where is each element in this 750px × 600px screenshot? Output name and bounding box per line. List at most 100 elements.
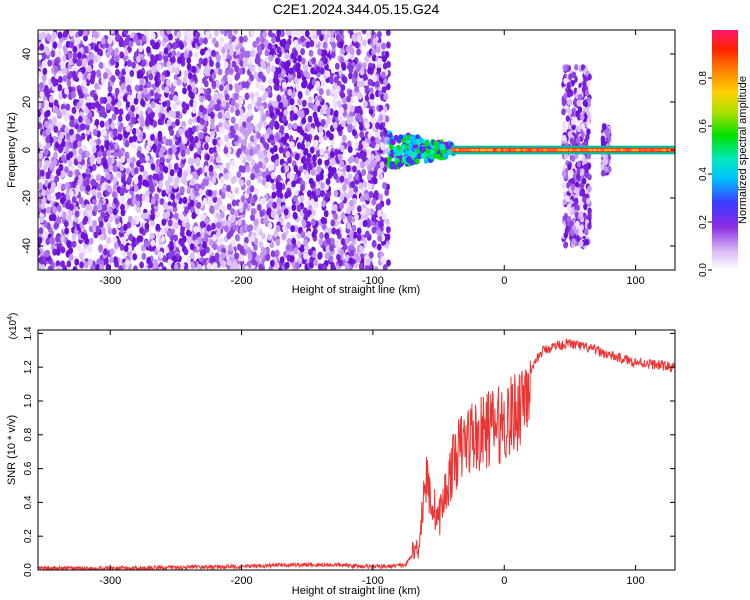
noise-cell [366, 149, 372, 157]
noise-cell [242, 114, 248, 122]
burst-cell [587, 73, 592, 81]
noise-cell [219, 211, 225, 219]
noise-cell [216, 145, 222, 153]
noise-cell [114, 87, 120, 95]
burst-cell [567, 130, 573, 138]
noise-cell [75, 36, 81, 45]
noise-cell [214, 30, 219, 37]
noise-cell [38, 182, 43, 190]
noise-cell [128, 40, 134, 48]
noise-cell [259, 136, 265, 144]
noise-cell [384, 115, 390, 123]
noise-cell [182, 196, 188, 204]
noise-cell [288, 135, 294, 143]
noise-cell [312, 154, 317, 162]
noise-cell [364, 230, 370, 238]
noise-cell [293, 247, 299, 255]
noise-cell [282, 224, 287, 232]
noise-cell [175, 111, 181, 119]
noise-cell [372, 75, 378, 83]
noise-cell [216, 54, 221, 62]
noise-cell [269, 241, 275, 249]
noise-cell [353, 71, 358, 79]
noise-cell [383, 78, 388, 86]
noise-cell [329, 36, 335, 44]
noise-cell [154, 54, 160, 62]
noise-cell [356, 227, 362, 235]
noise-cell [169, 128, 175, 137]
noise-cell [300, 156, 306, 164]
noise-cell [320, 216, 326, 225]
noise-cell [199, 249, 205, 257]
noise-cell [274, 78, 280, 86]
burst-cell [600, 169, 606, 177]
noise-cell [105, 263, 111, 270]
noise-cell [352, 129, 357, 137]
noise-cell [230, 116, 236, 124]
noise-cell [174, 176, 180, 184]
noise-cell [335, 33, 341, 42]
noise-cell [204, 113, 209, 122]
noise-cell [380, 143, 386, 151]
noise-cell [261, 178, 267, 186]
noise-cell [239, 125, 245, 133]
noise-cell [193, 135, 199, 144]
noise-cell [359, 245, 364, 253]
noise-cell [169, 86, 175, 94]
noise-cell [150, 219, 155, 227]
noise-cell [276, 46, 282, 54]
noise-cell [220, 176, 225, 184]
noise-cell [169, 243, 175, 251]
burst-cell [575, 188, 580, 196]
noise-cell [373, 265, 379, 270]
noise-cell [40, 202, 46, 210]
noise-cell [261, 114, 267, 122]
noise-cell [45, 109, 51, 117]
noise-cell [309, 146, 315, 154]
noise-cell [45, 172, 51, 180]
noise-cell [267, 222, 273, 230]
noise-cell [78, 197, 84, 205]
noise-cell [187, 157, 193, 165]
noise-cell [146, 144, 151, 152]
noise-cell [45, 90, 50, 98]
noise-cell [218, 236, 224, 244]
noise-cell [96, 191, 102, 199]
noise-cell [70, 120, 75, 128]
noise-cell [229, 67, 234, 75]
noise-cell [303, 147, 309, 155]
noise-cell [173, 162, 179, 171]
noise-cell [372, 177, 378, 185]
noise-cell [361, 154, 367, 162]
noise-cell [192, 100, 198, 108]
noise-cell [348, 187, 354, 195]
noise-cell [183, 216, 189, 224]
noise-cell [99, 120, 105, 128]
noise-cell [143, 240, 149, 248]
noise-cell [62, 30, 68, 38]
noise-cell [246, 247, 252, 255]
noise-cell [186, 63, 192, 71]
noise-cell [319, 34, 324, 42]
noise-cell [240, 219, 246, 227]
noise-cell [63, 220, 69, 228]
noise-cell [69, 128, 74, 136]
noise-cell [350, 105, 355, 113]
noise-cell [267, 200, 273, 208]
noise-cell [265, 254, 270, 262]
noise-cell [329, 77, 334, 85]
noise-cell [276, 174, 282, 182]
noise-cell [117, 114, 123, 122]
noise-cell [353, 35, 358, 43]
noise-cell [369, 93, 375, 101]
noise-cell [244, 236, 249, 244]
noise-cell [374, 80, 380, 88]
burst-cell [580, 122, 585, 130]
noise-cell [270, 65, 276, 73]
noise-cell [349, 249, 355, 257]
noise-cell [329, 237, 335, 245]
noise-cell [88, 138, 94, 146]
noise-cell [85, 203, 90, 212]
burst-cell [566, 98, 572, 106]
noise-cell [179, 42, 185, 50]
